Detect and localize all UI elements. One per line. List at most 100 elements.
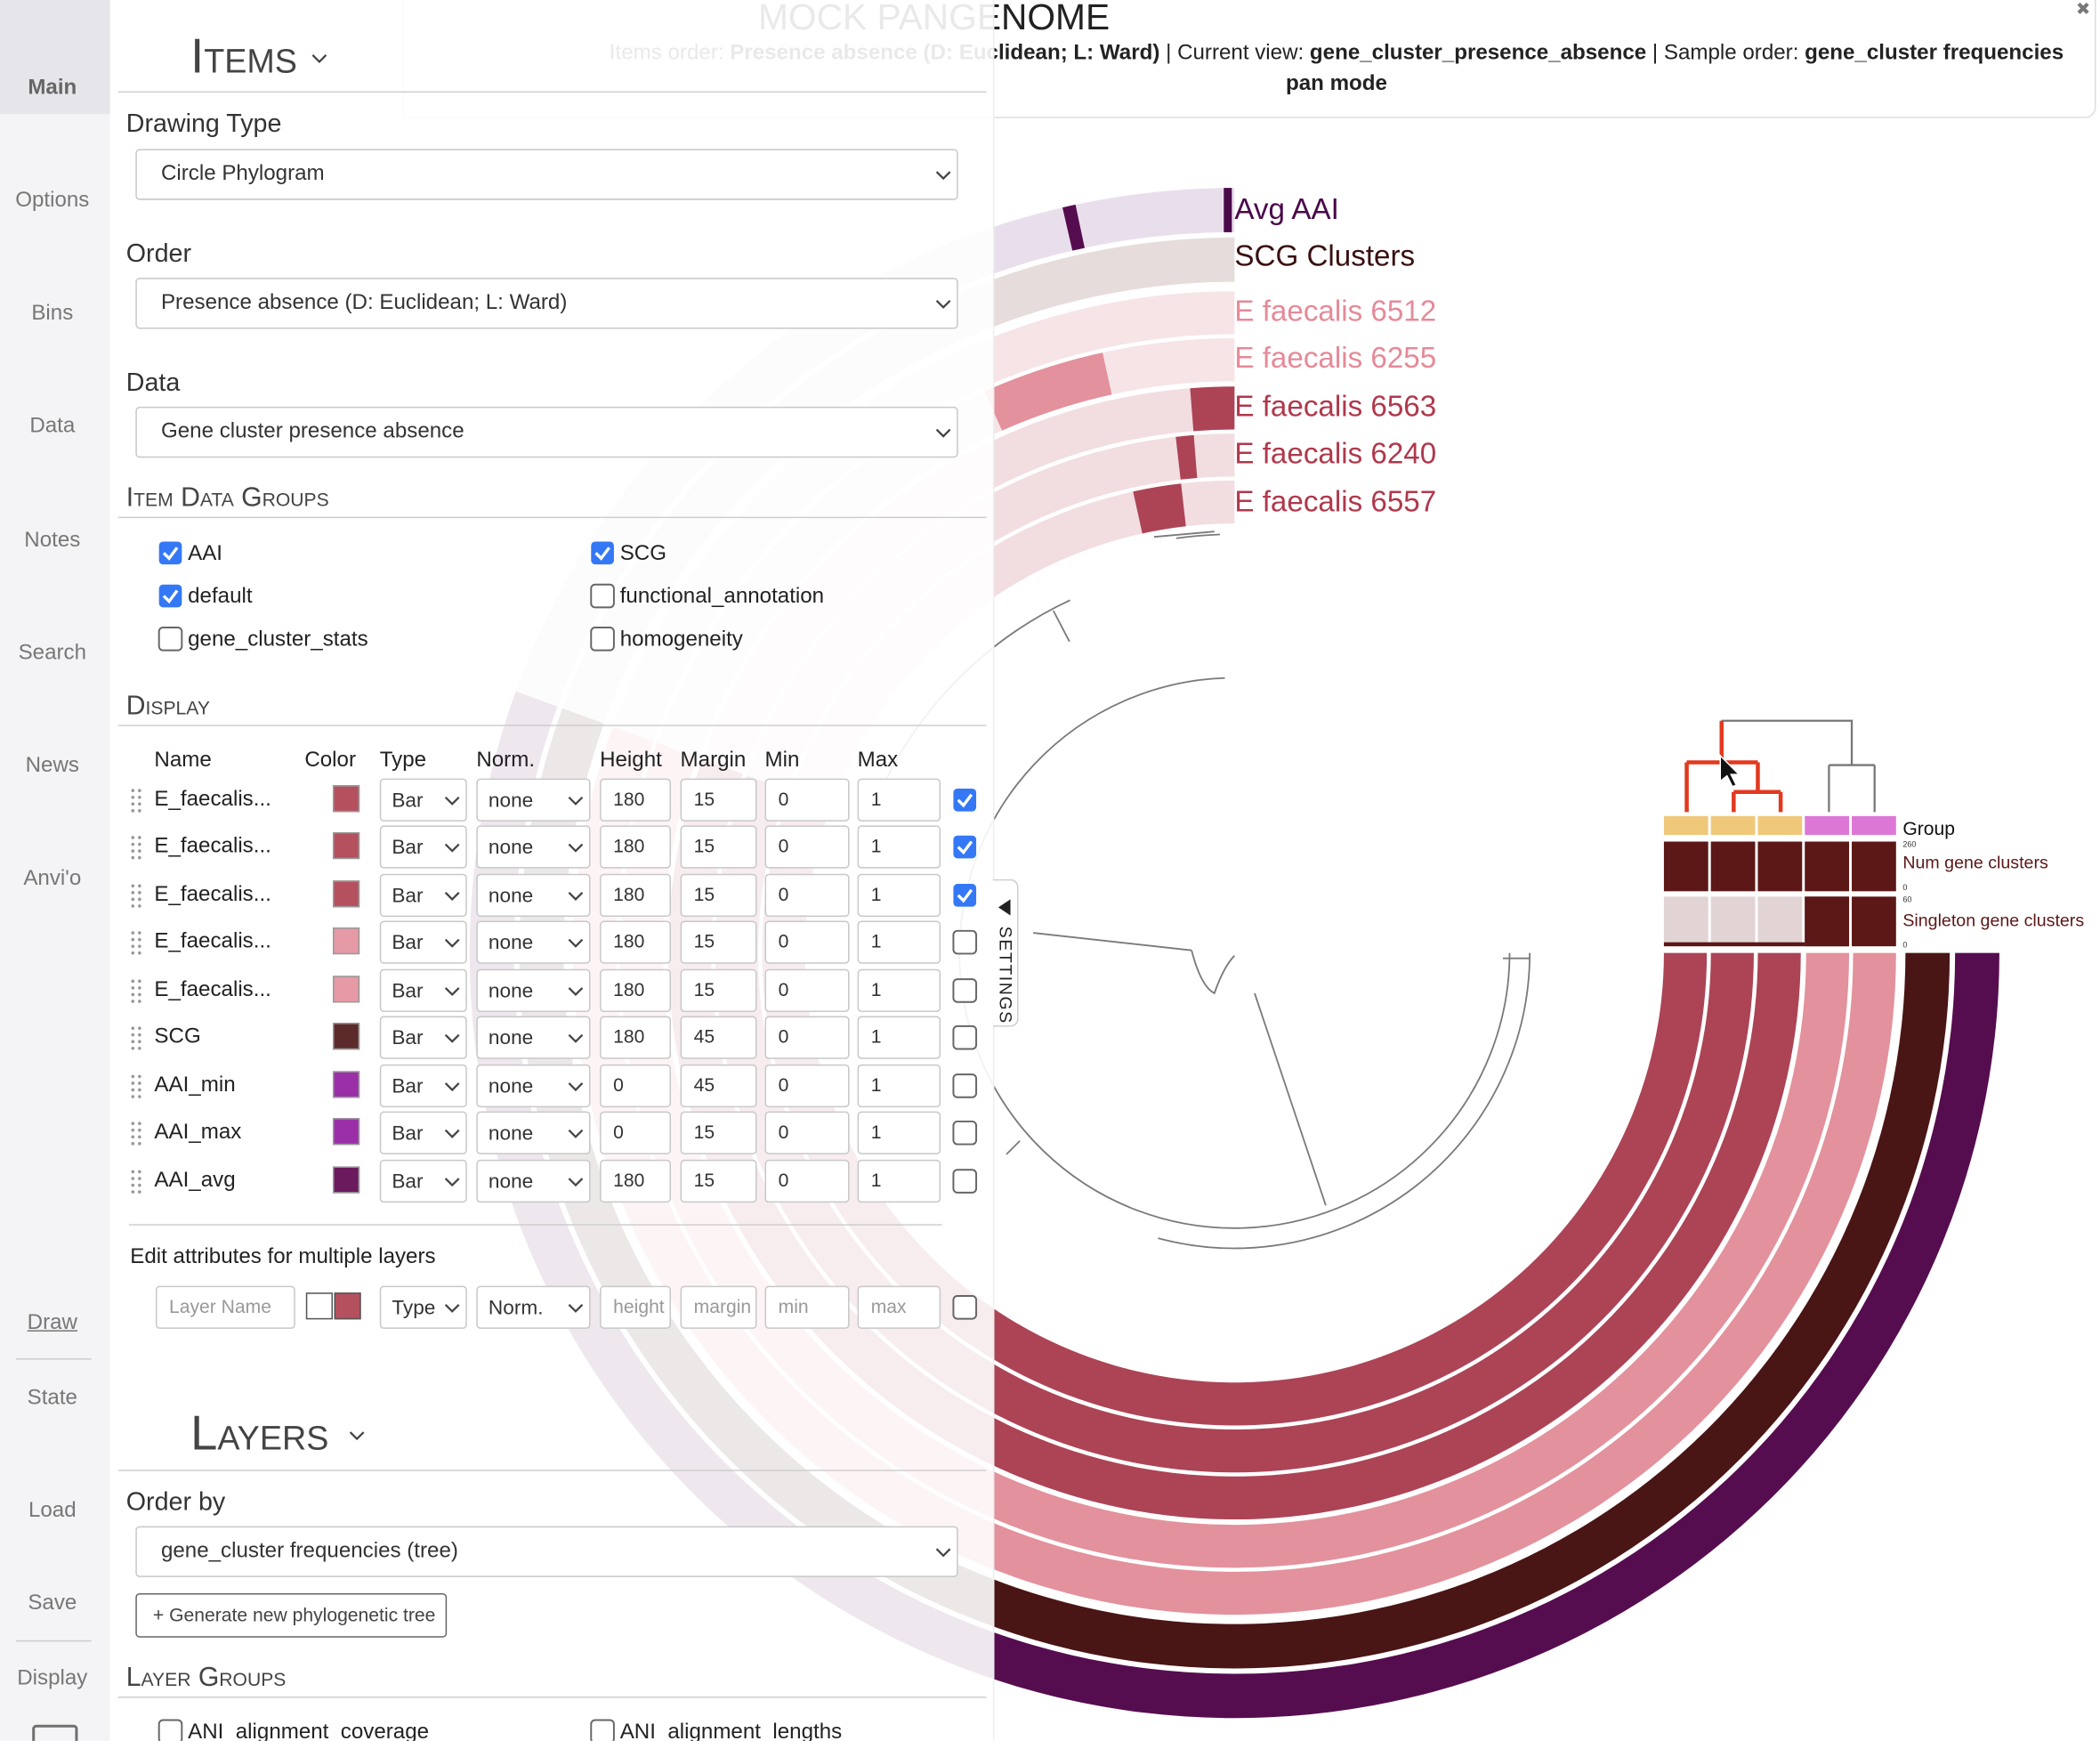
text-input[interactable]: 180 bbox=[600, 778, 671, 822]
norm-dropdown[interactable]: none bbox=[476, 1064, 591, 1108]
nav-item[interactable]: Main bbox=[28, 76, 77, 100]
text-input[interactable]: min bbox=[764, 1285, 850, 1329]
color-swatch[interactable] bbox=[332, 976, 360, 1003]
dropdown[interactable]: gene_cluster frequencies (tree) bbox=[135, 1526, 958, 1577]
type-dropdown[interactable]: Bar bbox=[379, 1159, 467, 1203]
text-input[interactable]: 0 bbox=[764, 1159, 850, 1203]
text-input[interactable]: 180 bbox=[600, 1016, 671, 1059]
text-input[interactable]: 0 bbox=[764, 1111, 850, 1154]
dropdown[interactable]: Gene cluster presence absence bbox=[135, 406, 958, 458]
nav-item[interactable]: Search bbox=[18, 641, 87, 665]
checkbox[interactable] bbox=[953, 835, 977, 859]
checkbox[interactable] bbox=[952, 978, 978, 1003]
text-input[interactable]: 0 bbox=[764, 1016, 850, 1059]
text-input[interactable]: 180 bbox=[600, 873, 671, 917]
dropdown[interactable]: Circle Phylogram bbox=[135, 149, 958, 200]
text-input[interactable]: Layer Name bbox=[155, 1285, 295, 1329]
color-swatch[interactable] bbox=[332, 927, 360, 955]
checkbox[interactable] bbox=[158, 584, 182, 608]
text-input[interactable]: 0 bbox=[764, 778, 850, 822]
text-input[interactable]: 1 bbox=[857, 873, 941, 917]
text-input[interactable]: 15 bbox=[680, 1159, 757, 1203]
checkbox[interactable] bbox=[953, 788, 977, 812]
nav-item[interactable]: Options bbox=[15, 189, 90, 212]
text-input[interactable]: 0 bbox=[600, 1111, 671, 1154]
checkbox[interactable] bbox=[158, 1719, 183, 1741]
type-dropdown[interactable]: Bar bbox=[379, 778, 467, 822]
text-input[interactable]: 0 bbox=[764, 968, 850, 1013]
text-input[interactable]: 1 bbox=[857, 920, 941, 964]
text-input[interactable]: 180 bbox=[600, 920, 671, 964]
checkbox[interactable] bbox=[952, 929, 978, 955]
close-button[interactable]: ✖ bbox=[2075, 0, 2091, 19]
checkbox-label[interactable]: gene_cluster_stats bbox=[188, 628, 368, 652]
text-input[interactable]: 1 bbox=[857, 825, 941, 869]
nav-item[interactable]: Display bbox=[17, 1666, 88, 1690]
checkbox-label[interactable]: homogeneity bbox=[619, 628, 743, 652]
checkbox[interactable] bbox=[952, 1169, 978, 1194]
nav-item[interactable]: Save bbox=[28, 1591, 77, 1615]
text-input[interactable]: 15 bbox=[680, 873, 757, 917]
color-swatch[interactable] bbox=[332, 1118, 360, 1146]
text-input[interactable]: 180 bbox=[600, 825, 671, 869]
nav-item[interactable]: Notes bbox=[24, 528, 81, 552]
text-input[interactable]: 1 bbox=[857, 1111, 941, 1154]
checkbox-label[interactable]: AAI bbox=[188, 541, 223, 565]
checkbox-label[interactable]: functional_annotation bbox=[619, 585, 825, 608]
nav-item[interactable]: Load bbox=[28, 1499, 77, 1522]
text-input[interactable]: 15 bbox=[680, 1111, 757, 1154]
color-swatch[interactable] bbox=[332, 785, 360, 813]
color-swatch[interactable] bbox=[332, 880, 360, 908]
checkbox[interactable] bbox=[953, 883, 977, 907]
panel-title[interactable]: Items bbox=[190, 28, 297, 84]
text-input[interactable]: 1 bbox=[857, 1159, 941, 1203]
text-input[interactable]: 0 bbox=[600, 1064, 671, 1108]
text-input[interactable]: max bbox=[857, 1285, 941, 1329]
nav-item[interactable]: Draw bbox=[27, 1311, 77, 1334]
color-swatch[interactable] bbox=[332, 1023, 360, 1050]
text-input[interactable]: 180 bbox=[600, 1159, 671, 1203]
text-input[interactable]: 15 bbox=[680, 778, 757, 822]
color-swatch[interactable] bbox=[332, 1166, 360, 1194]
nav-item[interactable]: Bins bbox=[31, 301, 74, 325]
checkbox[interactable] bbox=[952, 1024, 978, 1050]
checkbox[interactable] bbox=[591, 541, 615, 565]
checkbox[interactable] bbox=[952, 1294, 978, 1320]
text-input[interactable]: 180 bbox=[600, 968, 671, 1013]
checkbox[interactable] bbox=[158, 541, 182, 565]
text-input[interactable]: 45 bbox=[680, 1064, 757, 1108]
checkbox[interactable] bbox=[158, 627, 183, 652]
type-dropdown[interactable]: Bar bbox=[379, 825, 467, 869]
color-swatch[interactable] bbox=[334, 1292, 361, 1320]
type-dropdown[interactable]: Bar bbox=[379, 1064, 467, 1108]
generate-tree-button[interactable]: + Generate new phylogenetic tree bbox=[135, 1592, 448, 1638]
text-input[interactable]: 0 bbox=[764, 825, 850, 869]
color-swatch[interactable] bbox=[332, 1071, 360, 1098]
text-input[interactable]: 1 bbox=[857, 1064, 941, 1108]
nav-item[interactable]: Data bbox=[29, 414, 76, 438]
checkbox-label[interactable]: SCG bbox=[619, 541, 666, 565]
text-input[interactable]: 15 bbox=[680, 825, 757, 869]
type-dropdown[interactable]: Bar bbox=[379, 920, 467, 964]
checkbox-label[interactable]: ANI_alignment_lengths bbox=[619, 1720, 843, 1741]
checkbox[interactable] bbox=[952, 1073, 978, 1098]
dropdown[interactable]: Presence absence (D: Euclidean; L: Ward) bbox=[135, 278, 958, 329]
type-dropdown[interactable]: Bar bbox=[379, 873, 467, 917]
color-swatch[interactable] bbox=[305, 1292, 333, 1320]
nav-item[interactable]: Anvi'o bbox=[23, 866, 82, 890]
checkbox[interactable] bbox=[952, 1120, 978, 1146]
text-input[interactable]: 0 bbox=[764, 1064, 850, 1108]
checkbox-label[interactable]: ANI_alignment_coverage bbox=[188, 1720, 430, 1741]
nav-item[interactable]: News bbox=[25, 754, 79, 777]
type-dropdown[interactable]: Bar bbox=[379, 1111, 467, 1154]
text-input[interactable]: 15 bbox=[680, 968, 757, 1013]
type-dropdown[interactable]: Bar bbox=[379, 968, 467, 1013]
checkbox[interactable] bbox=[590, 583, 615, 609]
text-input[interactable]: margin bbox=[680, 1285, 757, 1329]
text-input[interactable]: height bbox=[600, 1285, 671, 1329]
text-input[interactable]: 1 bbox=[857, 1016, 941, 1059]
checkbox[interactable] bbox=[590, 627, 615, 652]
type-dropdown[interactable]: Type bbox=[379, 1285, 467, 1329]
text-input[interactable]: 0 bbox=[764, 920, 850, 964]
text-input[interactable]: 1 bbox=[857, 968, 941, 1013]
